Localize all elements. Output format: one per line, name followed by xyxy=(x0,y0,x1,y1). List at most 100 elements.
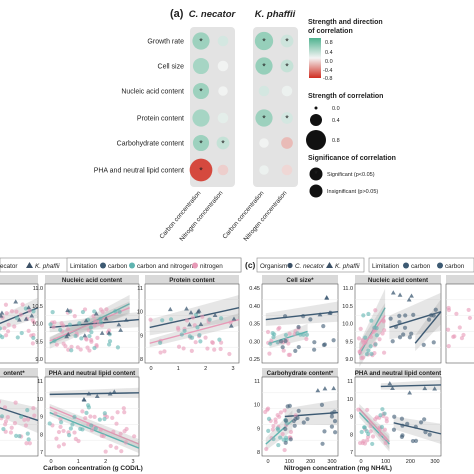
data-point xyxy=(18,312,23,317)
data-point-triangle xyxy=(94,393,100,399)
data-point xyxy=(67,433,72,438)
data-point xyxy=(52,338,57,343)
data-point xyxy=(268,341,273,346)
significance-star-icon: * xyxy=(262,37,266,47)
subplot-frame xyxy=(0,283,39,364)
confidence-band xyxy=(359,403,390,450)
data-point-triangle xyxy=(387,381,393,386)
row-label: Protein content xyxy=(137,116,184,123)
data-point xyxy=(356,407,361,412)
data-point xyxy=(397,320,402,325)
data-point xyxy=(98,320,103,325)
organism-title-cnecator: C. necator xyxy=(189,9,237,20)
data-point xyxy=(122,410,127,415)
data-point xyxy=(56,429,62,435)
data-point xyxy=(200,314,205,319)
data-point xyxy=(287,331,292,336)
data-point xyxy=(369,318,374,323)
data-point xyxy=(3,302,9,307)
data-point xyxy=(197,332,202,338)
carbon-and-nitrogen-swatch-icon xyxy=(129,262,135,269)
data-point-triangle xyxy=(407,390,413,395)
panel-b-limitation-carbon-nitrogen: carbon and nitrogen xyxy=(137,263,194,270)
data-point xyxy=(25,417,31,422)
data-point xyxy=(371,329,376,334)
data-point xyxy=(106,328,112,333)
subplot-title-strip xyxy=(262,368,338,377)
data-point xyxy=(445,327,451,332)
legend-significance-title: Significance of correlation xyxy=(308,155,396,162)
data-point xyxy=(108,443,113,449)
data-point xyxy=(287,403,292,408)
column-label: Nitrogen concentration xyxy=(242,189,288,242)
data-point xyxy=(370,441,375,447)
data-point xyxy=(382,411,387,416)
x-tick-label: 0 xyxy=(359,459,362,465)
data-point xyxy=(12,421,18,426)
correlation-dot xyxy=(259,138,269,148)
data-point-triangle xyxy=(26,305,32,310)
subplot-title-strip xyxy=(262,275,338,284)
data-point xyxy=(182,328,187,333)
data-point-triangle xyxy=(331,385,337,391)
data-point xyxy=(0,414,5,419)
data-point xyxy=(20,302,25,307)
data-point xyxy=(368,429,373,434)
kphaffii-column-background xyxy=(253,27,298,187)
correlation-dot xyxy=(217,35,229,47)
data-point xyxy=(107,339,113,344)
data-point xyxy=(24,441,29,446)
data-point xyxy=(73,333,78,339)
data-point xyxy=(72,430,77,435)
data-point-triangle xyxy=(83,318,89,323)
panel-c-organism-box xyxy=(256,257,365,273)
data-point xyxy=(92,309,97,314)
row-label: PHA and neutral lipid content xyxy=(94,168,184,175)
data-point xyxy=(282,314,288,319)
legend-color-bar xyxy=(309,38,321,78)
y-tick-label: 9 xyxy=(350,415,353,421)
data-point xyxy=(281,348,286,353)
data-point xyxy=(399,416,405,421)
panel-c-limitation-carbon: carbon xyxy=(411,263,431,270)
data-point xyxy=(205,346,210,351)
data-point xyxy=(101,434,106,439)
data-point xyxy=(72,414,77,420)
data-point xyxy=(195,325,200,330)
panel-c-organism-label: Organism xyxy=(260,263,287,270)
data-point xyxy=(384,416,389,421)
y-tick-label: 9.0 xyxy=(35,357,43,363)
data-point xyxy=(26,328,31,333)
data-point-triangle xyxy=(82,333,88,338)
data-point xyxy=(374,326,379,331)
subplot-title-strip xyxy=(145,275,239,284)
data-point xyxy=(17,434,22,439)
data-point xyxy=(70,422,75,427)
data-point xyxy=(148,317,153,322)
data-point xyxy=(366,348,371,353)
data-point-triangle xyxy=(123,317,129,322)
data-point xyxy=(454,311,459,316)
data-point xyxy=(69,348,74,353)
data-point xyxy=(308,317,313,322)
data-point xyxy=(271,423,276,429)
data-point-triangle xyxy=(212,312,218,318)
data-point xyxy=(433,307,438,312)
legend-significant-dot xyxy=(309,167,323,181)
data-point xyxy=(212,347,217,352)
correlation-dot xyxy=(189,158,213,182)
data-point xyxy=(95,335,100,340)
legend-strength-dot-medium xyxy=(310,114,322,126)
data-point-triangle xyxy=(188,310,194,315)
significance-star-icon: * xyxy=(199,166,203,176)
y-tick-label: 11 xyxy=(254,379,260,385)
data-point xyxy=(102,416,107,422)
correlation-dot xyxy=(281,137,293,149)
correlation-dot xyxy=(192,134,210,152)
data-point xyxy=(80,309,86,315)
data-point-triangle xyxy=(409,293,414,298)
data-point xyxy=(263,409,268,415)
data-point xyxy=(407,335,412,340)
data-point-triangle xyxy=(93,311,99,316)
correlation-dot xyxy=(192,82,210,100)
